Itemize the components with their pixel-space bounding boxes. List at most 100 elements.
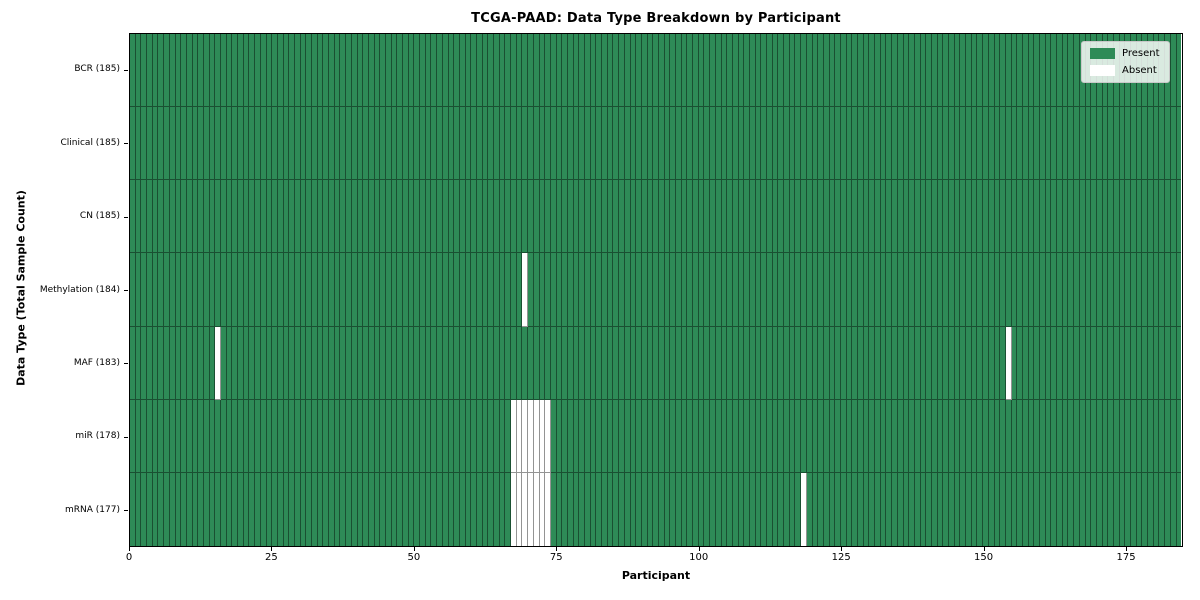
cell-present: [988, 180, 995, 254]
cell-present: [431, 472, 438, 546]
cell-present: [704, 399, 711, 473]
cell-present: [346, 107, 352, 181]
cell-present: [920, 399, 927, 473]
cell-present: [778, 326, 785, 400]
cell-present: [545, 326, 551, 400]
cell-present: [789, 180, 796, 254]
y-tick-label-Clinical: Clinical (185): [60, 137, 120, 148]
cell-present: [1011, 472, 1018, 546]
cell-present: [175, 253, 182, 327]
cell-present: [329, 472, 335, 546]
cell-present: [511, 326, 517, 400]
cell-present: [1062, 326, 1069, 400]
cell-present: [971, 399, 978, 473]
cell-present: [192, 107, 199, 181]
cell-present: [585, 399, 591, 473]
cell-present: [277, 253, 284, 327]
cell-present: [875, 180, 881, 254]
cell-present: [596, 326, 603, 400]
cell-present: [1062, 253, 1069, 327]
cell-present: [721, 107, 728, 181]
cell-present: [465, 326, 472, 400]
cell-present: [260, 107, 267, 181]
cell-present: [903, 107, 910, 181]
cell-present: [744, 107, 750, 181]
cell-present: [329, 253, 335, 327]
cell-present: [636, 34, 642, 108]
cell-present: [346, 399, 352, 473]
cell-present: [397, 326, 403, 400]
heatmap-row-CN: [130, 180, 1182, 254]
cell-present: [425, 399, 432, 473]
x-tick-label: 50: [407, 552, 421, 563]
cell-present: [152, 180, 159, 254]
cell-present: [317, 399, 324, 473]
cell-present: [567, 399, 574, 473]
cell-present: [1017, 180, 1023, 254]
cell-present: [1079, 399, 1086, 473]
cell-present: [1165, 253, 1171, 327]
cell-present: [1051, 399, 1058, 473]
cell-present: [949, 180, 955, 254]
cell-present: [670, 34, 676, 108]
cell-present: [391, 253, 398, 327]
cell-present: [812, 326, 819, 400]
cell-present: [408, 180, 415, 254]
cell-present: [590, 253, 597, 327]
cell-present: [1017, 326, 1023, 400]
cell-present: [357, 472, 364, 546]
cell-present: [1170, 253, 1177, 327]
cell-present: [1102, 107, 1109, 181]
cell-present: [203, 180, 210, 254]
cell-present: [431, 326, 438, 400]
cell-present: [1125, 180, 1131, 254]
cell-present: [283, 253, 290, 327]
cell-present: [988, 107, 995, 181]
cell-present: [840, 326, 847, 400]
cell-present: [448, 326, 455, 400]
cell-present: [209, 472, 216, 546]
cell-present: [408, 472, 415, 546]
cell-present: [442, 107, 449, 181]
cell-present: [1034, 34, 1040, 108]
cell-present: [596, 107, 603, 181]
cell-present: [579, 472, 585, 546]
cell-present: [459, 326, 466, 400]
y-tick-label-BCR: BCR (185): [74, 64, 120, 75]
cell-present: [738, 399, 745, 473]
cell-present: [277, 472, 284, 546]
cell-present: [471, 180, 477, 254]
cell-present: [715, 399, 722, 473]
cell-present: [789, 34, 796, 108]
cell-present: [624, 107, 631, 181]
cell-present: [585, 107, 591, 181]
cell-present: [294, 107, 301, 181]
cell-present: [1153, 107, 1160, 181]
cell-present: [732, 253, 739, 327]
cell-present: [385, 253, 392, 327]
cell-present: [960, 472, 967, 546]
cell-present: [1119, 107, 1126, 181]
cell-present: [431, 34, 438, 108]
cell-present: [863, 107, 870, 181]
cell-present: [300, 472, 307, 546]
cell-present: [306, 180, 312, 254]
cell-present: [681, 399, 688, 473]
cell-present: [556, 180, 563, 254]
cell-present: [732, 34, 739, 108]
cell-present: [1131, 180, 1137, 254]
cell-present: [363, 253, 369, 327]
cell-present: [755, 326, 762, 400]
cell-present: [357, 326, 364, 400]
cell-present: [1068, 107, 1075, 181]
legend-swatch-present: [1090, 48, 1115, 59]
cell-present: [687, 326, 694, 400]
cell-present: [994, 326, 1001, 400]
cell-present: [892, 326, 898, 400]
cell-present: [1000, 326, 1006, 400]
cell-present: [499, 107, 506, 181]
cell-present: [1131, 107, 1137, 181]
cell-present: [363, 180, 369, 254]
cell-present: [505, 34, 512, 108]
x-tick-label: 75: [549, 552, 563, 563]
